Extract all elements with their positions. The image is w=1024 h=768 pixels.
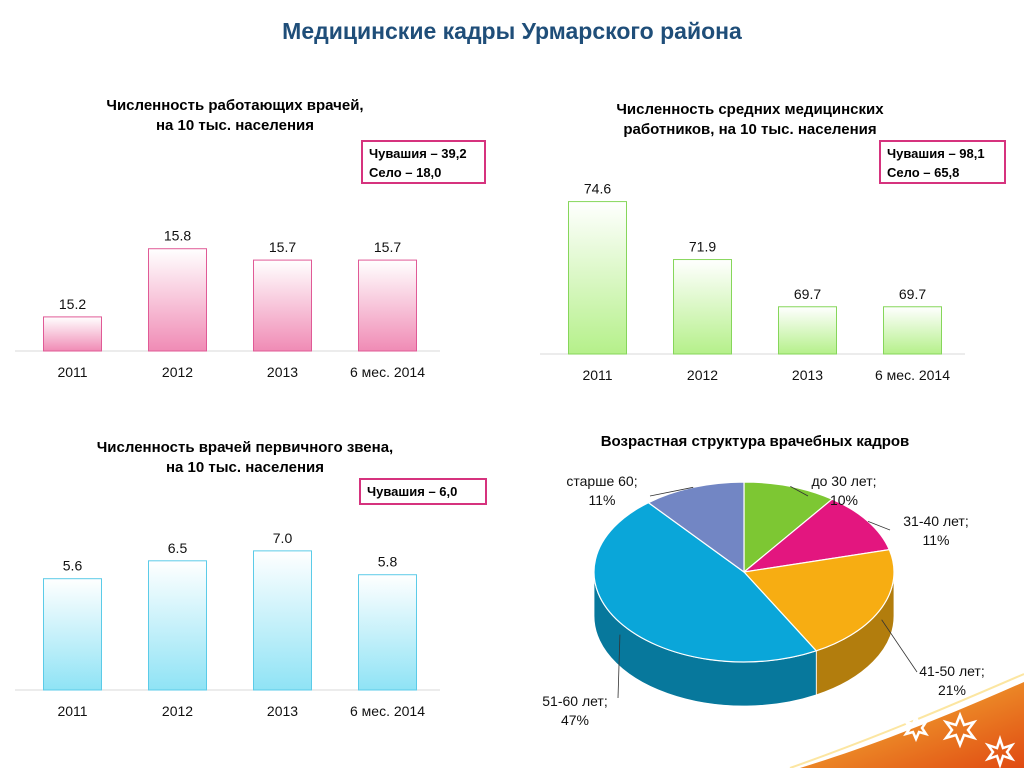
pie-leader-line (617, 634, 621, 699)
doctors-bar (148, 248, 207, 352)
star-icon (942, 711, 978, 749)
primary-bar (253, 550, 312, 691)
pie-label: 10% (830, 492, 858, 508)
nurses-value-label: 69.7 (794, 286, 821, 302)
doctors-title-line1: Численность работающих врачей, (106, 97, 364, 114)
age-pie-chart: до 30 лет; 10% 31-40 лет; 11% 41-50 лет; 21% 5… (542, 473, 985, 728)
primary-category-label: 6 мес. 2014 (350, 703, 425, 719)
doctors-bar (253, 259, 312, 352)
nurses-callout: Чувашия – 98,1 Село – 65,8 (879, 140, 1006, 184)
doctors-value-label: 15.2 (59, 296, 86, 312)
pie-label: 51-60 лет; (542, 693, 608, 709)
nurses-value-label: 69.7 (899, 286, 926, 302)
primary-bar (43, 578, 102, 691)
doctors-bar (43, 316, 102, 352)
primary-callout: Чувашия – 6,0 (359, 478, 487, 505)
doctors-title-line2: на 10 тыс. населения (155, 117, 315, 134)
primary-callout-line1: Чувашия – 6,0 (367, 484, 458, 499)
pie-label: 47% (561, 712, 589, 728)
nurses-category-label: 2012 (687, 367, 718, 383)
doctors-category-label: 2013 (267, 364, 298, 380)
pie-label: старше 60; (566, 473, 637, 489)
primary-value-label: 7.0 (273, 530, 293, 546)
swoosh-shape (800, 682, 1024, 768)
primary-bar-chart: 5.6 2011 6.5 2012 7.0 2013 5.8 6 мес. 2014 (15, 530, 440, 719)
nurses-bar (568, 201, 627, 355)
doctors-callout: Чувашия – 39,2 Село – 18,0 (361, 140, 486, 184)
pie-slice (742, 548, 895, 652)
primary-chart-title: Численность врачей первичного звена, на … (40, 438, 450, 478)
decorative-swoosh (789, 673, 1024, 768)
doctors-bar (358, 259, 417, 352)
nurses-title-line1: Численность средних медицинских (616, 101, 884, 118)
primary-title-line2: на 10 тыс. населения (165, 459, 325, 476)
pie-leader-line (881, 619, 918, 673)
doctors-bar-chart: 15.2 2011 15.8 2012 15.7 2013 15.7 6 мес. 2014 (15, 228, 440, 380)
age-chart-title: Возрастная структура врачебных кадров (600, 433, 910, 450)
pie-leader-line (867, 521, 891, 531)
primary-value-label: 5.8 (378, 554, 398, 570)
pie-label: 11% (589, 492, 616, 508)
primary-title-line1: Численность врачей первичного звена, (96, 439, 394, 456)
doctors-callout-line2: Село – 18,0 (369, 165, 442, 180)
pie-label: 21% (938, 682, 966, 698)
pie-label: 11% (923, 532, 950, 548)
pie-slice (647, 481, 745, 574)
nurses-bar (778, 306, 837, 355)
primary-bar (148, 560, 207, 691)
star-icon (984, 735, 1016, 768)
nurses-category-label: 6 мес. 2014 (875, 367, 950, 383)
pie-label: 31-40 лет; (903, 513, 969, 529)
doctors-category-label: 2012 (162, 364, 193, 380)
pie-label: до 30 лет; (811, 473, 876, 489)
primary-category-label: 2011 (57, 703, 87, 719)
doctors-value-label: 15.8 (164, 228, 191, 244)
pie-slice (741, 498, 891, 573)
nurses-bar (673, 259, 732, 355)
primary-value-label: 6.5 (168, 540, 188, 556)
nurses-bar (883, 306, 942, 355)
slide-title: Медицинские кадры Урмарского района (282, 18, 742, 44)
primary-category-label: 2012 (162, 703, 193, 719)
nurses-title-line2: работников, на 10 тыс. населения (623, 121, 877, 138)
nurses-chart-title: Численность средних медицинских работник… (555, 100, 945, 140)
nurses-callout-line2: Село – 65,8 (887, 165, 960, 180)
nurses-value-label: 71.9 (689, 239, 716, 255)
nurses-value-label: 74.6 (584, 181, 611, 197)
doctors-callout-line1: Чувашия – 39,2 (369, 146, 467, 161)
pie-leader-line (649, 486, 694, 497)
nurses-category-label: 2011 (582, 367, 612, 383)
doctors-chart-title: Численность работающих врачей, на 10 тыс… (40, 96, 430, 136)
star-icon (903, 713, 929, 743)
pie-label: 41-50 лет; (919, 663, 985, 679)
pie-leader-line (790, 486, 809, 497)
primary-category-label: 2013 (267, 703, 298, 719)
primary-bar (358, 574, 417, 691)
doctors-value-label: 15.7 (269, 239, 296, 255)
nurses-category-label: 2013 (792, 367, 823, 383)
doctors-value-label: 15.7 (374, 239, 401, 255)
doctors-category-label: 2011 (57, 364, 87, 380)
nurses-callout-line1: Чувашия – 98,1 (887, 146, 985, 161)
pie-slice (593, 501, 818, 663)
doctors-category-label: 6 мес. 2014 (350, 364, 425, 380)
primary-value-label: 5.6 (63, 558, 83, 574)
nurses-bar-chart: 74.6 2011 71.9 2012 69.7 2013 69.7 6 мес. 2014 (540, 181, 965, 383)
